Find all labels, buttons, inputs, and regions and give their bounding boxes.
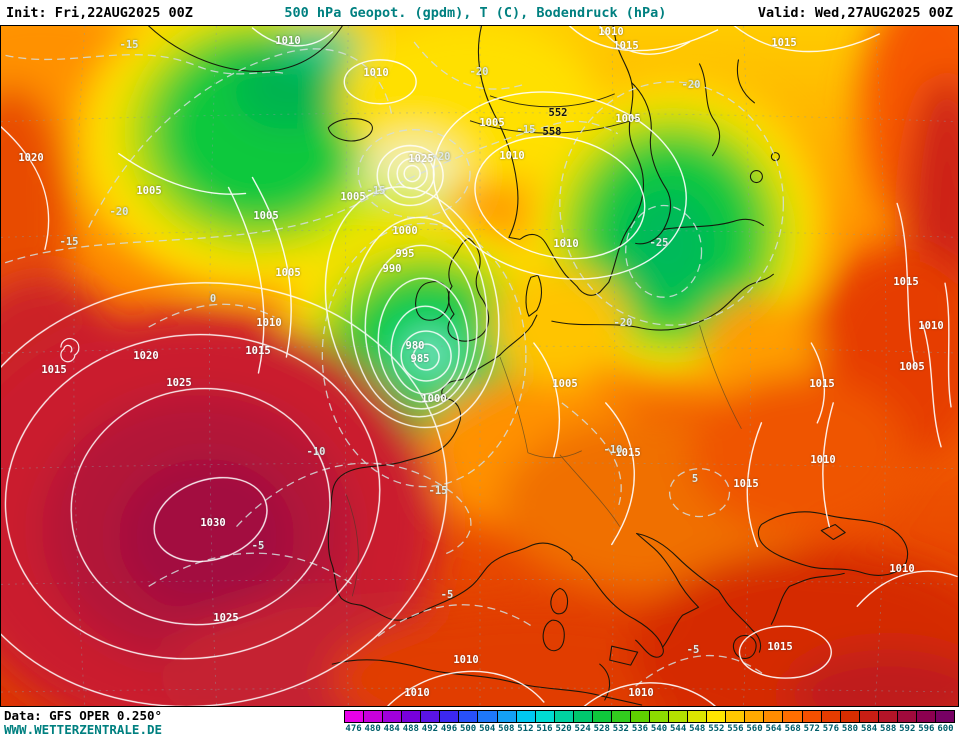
colorbar-swatch xyxy=(821,711,841,722)
colorbar-tick: 544 xyxy=(670,724,687,734)
colorbar-swatch xyxy=(402,711,422,722)
site-label: WWW.WETTERZENTRALE.DE xyxy=(4,722,163,737)
init-time-label: Init: Fri,22AUG2025 00Z xyxy=(6,4,193,21)
colorbar-ticks: 476 480 484 488 492 496 500 504 508 512 516 520 524 5… xyxy=(344,723,955,735)
colorbar xyxy=(344,710,955,723)
colorbar-swatch xyxy=(535,711,555,722)
colorbar-swatch xyxy=(421,711,441,722)
colorbar-swatch xyxy=(802,711,822,722)
colorbar-tick: 508 xyxy=(498,724,515,734)
colorbar-swatch xyxy=(897,711,917,722)
colorbar-tick: 500 xyxy=(459,724,477,734)
colorbar-swatch xyxy=(916,711,936,722)
colorbar-swatch xyxy=(707,711,727,722)
colorbar-tick: 476 xyxy=(345,724,362,734)
colorbar-swatch xyxy=(459,711,479,722)
colorbar-swatch xyxy=(745,711,765,722)
geopotential-field-blobs xyxy=(1,26,958,706)
colorbar-swatch xyxy=(592,711,612,722)
colorbar-swatch xyxy=(783,711,803,722)
colorbar-tick: 576 xyxy=(822,724,840,734)
colorbar-tick: 564 xyxy=(765,724,782,734)
colorbar-tick: 552 xyxy=(708,724,725,734)
graticule-grid xyxy=(1,26,958,706)
colorbar-tick: 492 xyxy=(421,724,439,734)
credits: Data: GFS OPER 0.250° WWW.WETTERZENTRALE… xyxy=(4,709,344,737)
data-source-label: Data: GFS OPER 0.250° xyxy=(4,708,163,723)
colorbar-swatch xyxy=(859,711,879,722)
colorbar-swatch xyxy=(383,711,403,722)
colorbar-swatch xyxy=(764,711,784,722)
colorbar-tick: 484 xyxy=(383,724,400,734)
colorbar-wrap: 476 480 484 488 492 496 500 504 508 512 516 520 524 5… xyxy=(344,709,955,735)
colorbar-swatch xyxy=(726,711,746,722)
colorbar-tick: 540 xyxy=(650,724,668,734)
temperature-contours xyxy=(1,41,785,687)
colorbar-tick: 496 xyxy=(440,724,458,734)
country-borders xyxy=(345,325,742,597)
valid-time-label: Valid: Wed,27AUG2025 00Z xyxy=(757,4,953,21)
colorbar-swatch xyxy=(554,711,574,722)
colorbar-tick: 536 xyxy=(631,724,649,734)
map-canvas: 1010 1010 1010 1015 1015 1005 1005 1025 1010 1020… xyxy=(0,25,959,707)
colorbar-tick: 596 xyxy=(918,724,935,734)
colorbar-tick: 480 xyxy=(364,724,381,734)
colorbar-tick: 560 xyxy=(746,724,763,734)
colorbar-tick: 512 xyxy=(517,724,534,734)
colorbar-tick: 584 xyxy=(860,724,878,734)
low-center-spiral-icon xyxy=(60,338,80,363)
colorbar-tick: 572 xyxy=(803,724,820,734)
colorbar-tick: 592 xyxy=(899,724,916,734)
colorbar-swatch xyxy=(878,711,898,722)
colorbar-swatch xyxy=(516,711,536,722)
map-title: 500 hPa Geopot. (gpdm), T (C), Bodendruc… xyxy=(284,4,667,21)
colorbar-tick: 532 xyxy=(612,724,629,734)
colorbar-swatch xyxy=(669,711,689,722)
map-header: Init: Fri,22AUG2025 00Z 500 hPa Geopot. … xyxy=(0,0,959,25)
colorbar-tick: 504 xyxy=(479,724,496,734)
colorbar-swatch xyxy=(630,711,650,722)
colorbar-tick: 600 xyxy=(937,724,954,734)
colorbar-swatch xyxy=(497,711,517,722)
colorbar-tick: 516 xyxy=(536,724,553,734)
colorbar-swatch xyxy=(345,711,365,722)
colorbar-swatch xyxy=(364,711,384,722)
colorbar-swatch xyxy=(840,711,860,722)
colorbar-tick: 548 xyxy=(689,724,706,734)
colorbar-tick: 588 xyxy=(880,724,897,734)
colorbar-swatch xyxy=(935,711,954,722)
colorbar-swatch xyxy=(650,711,670,722)
colorbar-tick: 488 xyxy=(402,724,419,734)
colorbar-swatch xyxy=(573,711,593,722)
colorbar-swatch xyxy=(440,711,460,722)
isobars xyxy=(1,26,958,706)
colorbar-swatch xyxy=(688,711,708,722)
colorbar-tick: 520 xyxy=(555,724,572,734)
colorbar-tick: 556 xyxy=(727,724,744,734)
colorbar-tick: 568 xyxy=(784,724,801,734)
colorbar-swatch xyxy=(478,711,498,722)
colorbar-tick: 524 xyxy=(574,724,591,734)
map-footer: Data: GFS OPER 0.250° WWW.WETTERZENTRALE… xyxy=(0,707,959,741)
map-graphic xyxy=(1,26,958,706)
colorbar-tick: 528 xyxy=(593,724,610,734)
colorbar-tick: 580 xyxy=(841,724,859,734)
colorbar-swatch xyxy=(611,711,631,722)
geopotential-contours xyxy=(469,93,640,134)
coastlines xyxy=(148,26,909,706)
